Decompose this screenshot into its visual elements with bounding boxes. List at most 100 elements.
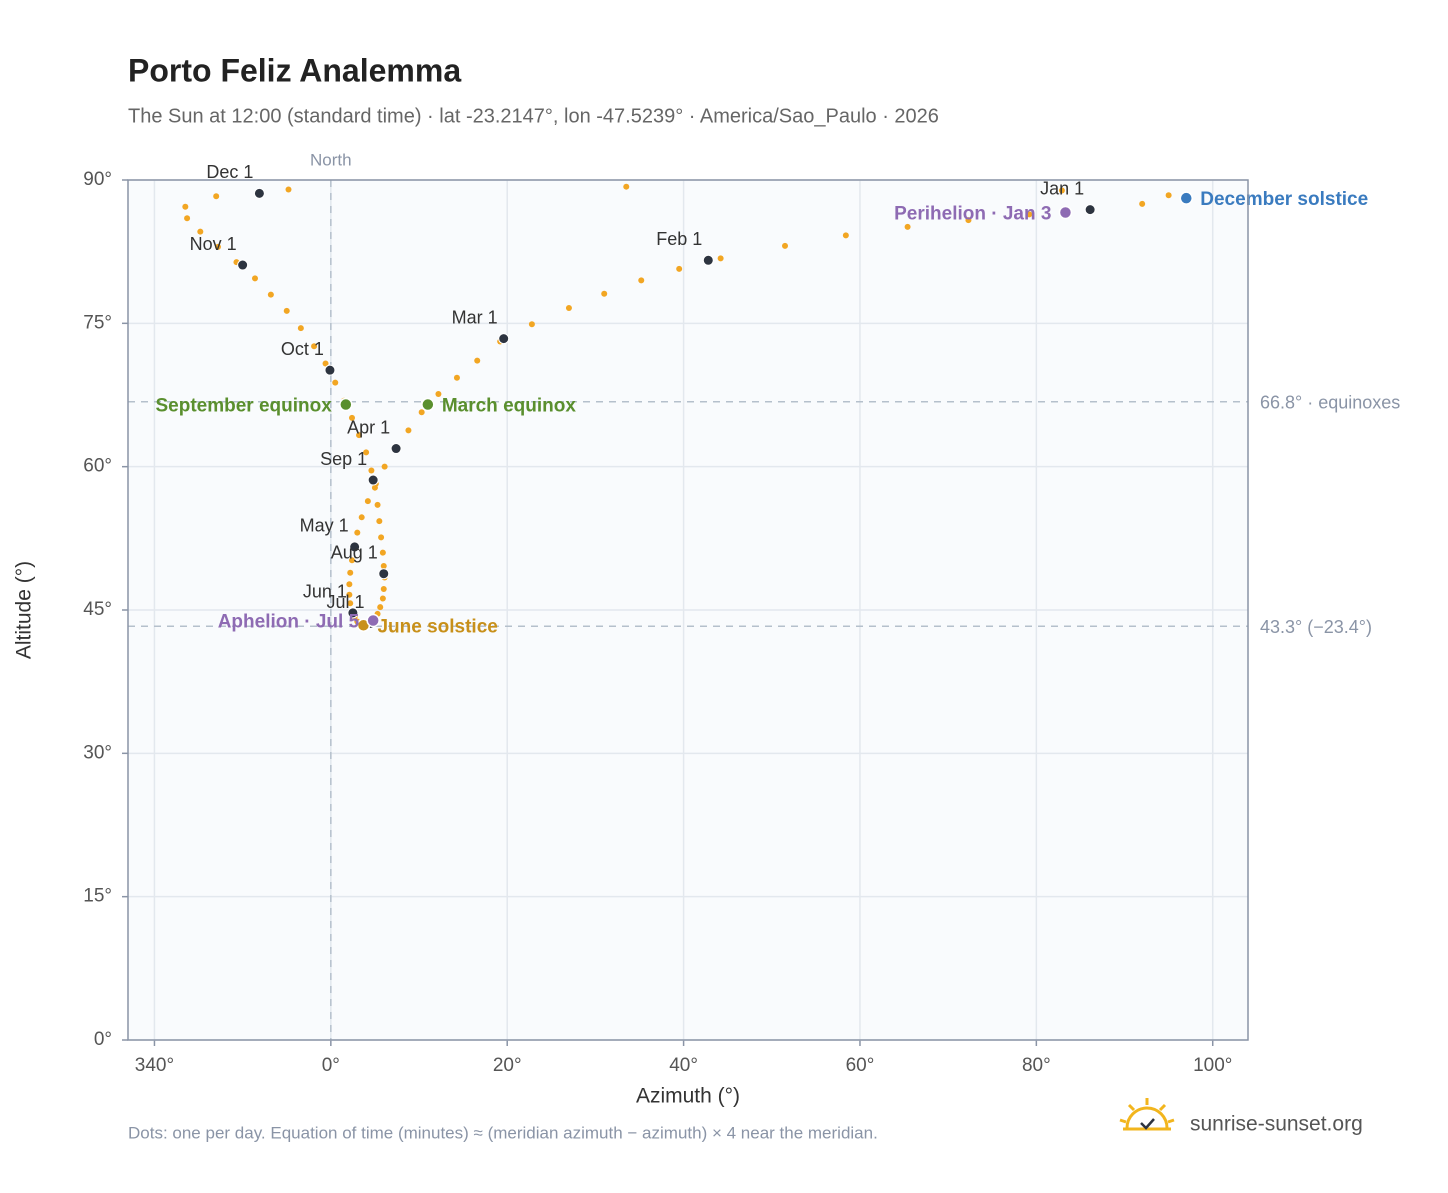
daily-dot [356, 432, 363, 439]
event-marker [1058, 205, 1073, 220]
month-label: Dec 1 [206, 162, 253, 182]
daily-dot [376, 518, 383, 525]
event-marker [366, 613, 380, 628]
brand-logo [1119, 1098, 1175, 1131]
x-tick-label: 20° [493, 1055, 522, 1076]
event-label: March equinox [442, 396, 577, 417]
labels: 340° 0° 20° 40° 60° 80° 100° 0° 15° 30° 45° 60° 75° 9… [83, 150, 1400, 1076]
month-label: Feb 1 [656, 229, 702, 249]
daily-dot [565, 305, 572, 312]
y-tick-label: 0° [94, 1029, 112, 1050]
month-label: Jan 1 [1040, 178, 1084, 198]
month-label: Jul 1 [326, 592, 364, 612]
daily-dot [354, 529, 361, 536]
daily-dot [371, 484, 378, 491]
daily-dot [379, 595, 386, 602]
month-marker [390, 443, 402, 455]
daily-dot [347, 569, 354, 576]
daily-dot [904, 223, 911, 230]
daily-dot [363, 449, 370, 456]
x-tick-label: 340° [135, 1055, 174, 1076]
daily-dot [364, 498, 371, 505]
daily-dot [1139, 200, 1146, 207]
daily-dot [380, 585, 387, 592]
daily-dot [676, 265, 683, 272]
month-label: Oct 1 [281, 339, 324, 359]
daily-dot [267, 291, 274, 298]
month-marker [253, 187, 265, 199]
event-label: September equinox [155, 396, 332, 417]
daily-dot [213, 193, 220, 200]
event-marker [1179, 191, 1194, 205]
daily-dot [435, 391, 442, 398]
month-label: Apr 1 [347, 417, 390, 437]
reference-label: 43.3° (−23.4°) [1260, 617, 1372, 637]
daily-dot [474, 357, 481, 364]
plot-frame [127, 179, 1249, 1041]
month-marker [237, 259, 249, 271]
daily-dot [601, 290, 608, 297]
daily-dot [418, 409, 425, 416]
daily-dot [453, 374, 460, 381]
event-label: Aphelion · Jul 5 [218, 612, 360, 633]
x-tick-label: 40° [669, 1055, 698, 1076]
daily-dot [1165, 192, 1172, 199]
daily-dot [358, 514, 365, 521]
month-marker [378, 568, 390, 580]
event-label: Perihelion · Jan 3 [894, 204, 1051, 225]
data [182, 183, 1194, 633]
x-tick-label: 0° [322, 1055, 340, 1076]
x-tick-label: 100° [1193, 1055, 1232, 1076]
chart-subtitle: The Sun at 12:00 (standard time) · lat -… [128, 105, 939, 127]
daily-dot [349, 414, 355, 421]
daily-dot [1026, 211, 1033, 218]
daily-dot [311, 343, 318, 350]
daily-dot [214, 243, 221, 250]
daily-dot [379, 549, 386, 556]
month-marker [347, 607, 359, 619]
y-tick-label: 60° [83, 456, 112, 477]
daily-dot [1058, 187, 1065, 194]
daily-dot [368, 467, 375, 474]
reference-label: 66.8° · equinoxes [1260, 392, 1400, 412]
daily-dot [638, 277, 645, 284]
meridian-label: North [310, 150, 352, 169]
footnote: Dots: one per day. Equation of time (min… [128, 1123, 878, 1142]
daily-dot [623, 183, 630, 190]
y-tick-label: 45° [83, 599, 112, 620]
event-label: December solstice [1200, 189, 1368, 210]
daily-dot [347, 600, 354, 607]
y-tick-label: 15° [83, 886, 112, 907]
y-axis-title: Altitude (°) [13, 561, 36, 659]
month-marker [1084, 204, 1096, 216]
daily-dot [332, 379, 339, 386]
x-tick-label: 80° [1022, 1055, 1051, 1076]
x-tick-label: 60° [846, 1055, 875, 1076]
month-marker [349, 541, 361, 553]
month-marker [367, 474, 379, 486]
daily-dot [297, 325, 304, 332]
month-label: Jun 1 [303, 582, 347, 602]
daily-dot [184, 215, 191, 222]
month-label: May 1 [300, 516, 349, 536]
daily-dot [378, 534, 385, 541]
month-marker [498, 333, 510, 345]
month-label: Mar 1 [452, 307, 498, 327]
daily-dot [197, 228, 204, 235]
y-tick-label: 30° [83, 742, 112, 763]
y-tick-label: 75° [83, 312, 112, 333]
daily-dot [381, 463, 388, 470]
reference-lines [128, 180, 1248, 1040]
daily-dot [182, 203, 189, 210]
daily-dot [285, 186, 292, 193]
daily-dot [283, 307, 290, 314]
daily-dot [717, 255, 724, 262]
daily-dot [782, 242, 789, 249]
event-label: June solstice [377, 616, 497, 637]
daily-dot [251, 275, 258, 282]
daily-dot [349, 557, 355, 564]
month-marker [702, 254, 714, 266]
brand: sunrise-sunset.org [1190, 1113, 1363, 1136]
